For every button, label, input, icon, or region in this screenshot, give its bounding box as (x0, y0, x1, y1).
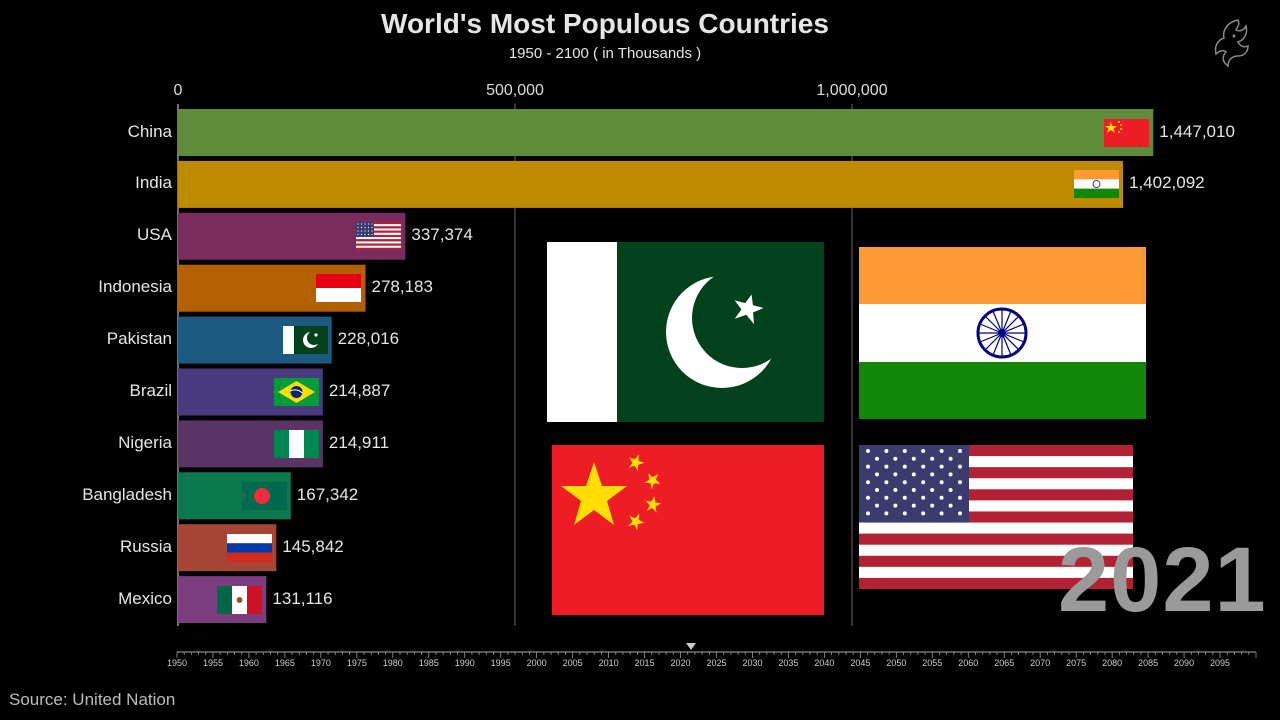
bar-india (178, 160, 1124, 208)
timeline-label: 2055 (922, 658, 943, 668)
usa-flag-icon (356, 222, 402, 251)
chart-subtitle: 1950 - 2100 ( in Thousands ) (508, 45, 702, 62)
timeline-label: 2070 (1030, 658, 1051, 668)
timeline-label: 2005 (562, 658, 583, 668)
timeline-label: 2080 (1102, 658, 1123, 668)
timeline-label: 2025 (706, 658, 727, 668)
timeline-label: 1985 (418, 658, 439, 668)
chart-title: World's Most Populous Countries (381, 8, 829, 39)
value-label: 228,016 (337, 329, 400, 349)
value-label: 131,116 (272, 588, 333, 608)
timeline-label: 1995 (490, 658, 511, 668)
timeline-label: 2085 (1138, 658, 1159, 668)
value-label: 1,402,092 (1129, 173, 1205, 193)
timeline-label: 2040 (814, 658, 835, 668)
category-label: China (127, 121, 172, 141)
source-note: Source: United Nation (9, 690, 176, 709)
value-label: 337,374 (411, 225, 473, 245)
china-flag-icon (552, 445, 824, 615)
timeline-label: 1960 (238, 658, 259, 668)
bangladesh-flag-icon (241, 481, 287, 510)
category-label: India (135, 173, 172, 193)
category-label: USA (137, 225, 172, 245)
category-label: Nigeria (118, 432, 172, 452)
india-flag-icon (859, 247, 1146, 419)
brazil-flag-icon (273, 378, 319, 406)
timeline-label: 2065 (994, 658, 1015, 668)
china-flag-icon (1104, 118, 1150, 147)
pakistan-flag-icon (547, 242, 824, 422)
usa-flag-icon (859, 445, 1133, 589)
value-label: 145,842 (282, 536, 344, 556)
category-label: Pakistan (106, 329, 172, 349)
timeline-label: 2045 (850, 658, 871, 668)
timeline-label: 2010 (598, 658, 619, 668)
timeline-label: 1950 (166, 658, 188, 668)
current-year: 2021 (1058, 529, 1267, 631)
timeline-label: 2050 (886, 658, 907, 668)
value-label: 278,183 (371, 277, 433, 297)
timeline-label: 1975 (346, 658, 367, 668)
timeline-label: 1990 (454, 658, 475, 668)
category-label: Brazil (129, 381, 172, 400)
x-tick-label: 500,000 (486, 82, 544, 99)
timeline-label: 2095 (1210, 658, 1231, 668)
pakistan-flag-icon (282, 326, 328, 355)
timeline-label: 2035 (778, 658, 799, 668)
timeline-label: 2015 (634, 658, 655, 668)
timeline-marker[interactable] (686, 643, 696, 650)
x-tick-label: 0 (173, 82, 183, 99)
nigeria-flag-icon (273, 429, 319, 458)
value-label: 167,342 (296, 484, 359, 504)
value-label: 1,447,010 (1159, 121, 1235, 141)
category-label: Russia (120, 536, 172, 556)
dragon-logo-icon (1214, 19, 1249, 68)
indonesia-flag-icon (316, 274, 362, 303)
timeline-label: 1970 (310, 658, 331, 668)
mexico-flag-icon (217, 585, 263, 614)
timeline-label: 1955 (202, 658, 223, 668)
value-label: 214,911 (328, 432, 390, 452)
timeline-label: 2075 (1066, 658, 1087, 668)
timeline-label: 2030 (742, 658, 763, 668)
timeline-label: 2060 (958, 658, 979, 668)
timeline-label: 1965 (274, 658, 295, 668)
category-label: Mexico (118, 588, 172, 608)
india-flag-icon (1074, 170, 1119, 199)
timeline-label: 2090 (1174, 658, 1195, 668)
bar-china (178, 109, 1154, 156)
timeline-label: 1980 (382, 658, 403, 668)
x-tick-label: 1,000,000 (816, 82, 888, 99)
russia-flag-icon (227, 533, 273, 562)
category-label: Bangladesh (82, 484, 172, 504)
category-label: Indonesia (98, 277, 172, 297)
value-label: 214,887 (328, 381, 391, 400)
timeline-label: 2020 (670, 658, 691, 668)
timeline-label: 2000 (526, 658, 547, 668)
